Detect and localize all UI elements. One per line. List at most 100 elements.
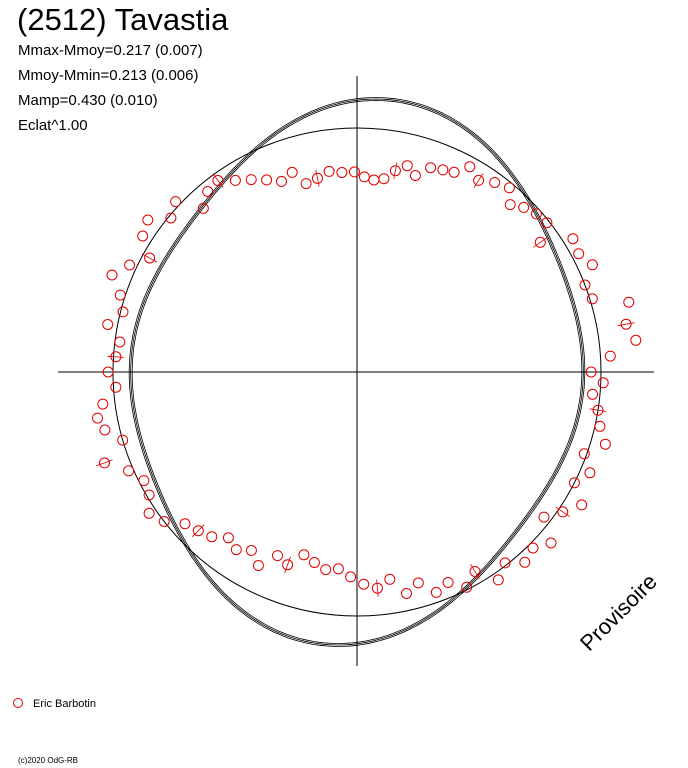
data-point <box>630 334 642 346</box>
data-point <box>206 531 218 543</box>
data-point <box>114 289 126 301</box>
data-point <box>144 252 156 264</box>
data-point <box>503 182 515 194</box>
data-point <box>230 544 242 556</box>
data-point <box>358 171 370 183</box>
copyright-label: (c)2020 OdG-RB <box>18 756 79 765</box>
data-point <box>430 586 442 598</box>
data-point <box>473 174 485 186</box>
data-point <box>252 560 264 571</box>
data-point <box>568 477 580 489</box>
data-point <box>192 525 204 537</box>
data-point <box>409 170 421 181</box>
data-point <box>245 545 257 556</box>
error-bar <box>393 162 398 180</box>
data-point <box>592 404 604 416</box>
data-point <box>158 516 170 527</box>
data-point <box>298 549 310 561</box>
error-bar <box>315 169 320 187</box>
data-point <box>518 201 530 213</box>
data-point <box>620 318 632 330</box>
data-point <box>165 212 177 224</box>
data-point <box>585 366 597 378</box>
data-point <box>124 259 136 271</box>
data-point <box>389 165 401 177</box>
stat-eclat: Eclat^1.00 <box>18 117 88 134</box>
data-point <box>117 434 129 446</box>
data-point <box>492 574 504 586</box>
data-point <box>138 475 150 487</box>
data-point <box>371 582 383 594</box>
data-point <box>99 424 111 436</box>
data-point <box>576 499 588 511</box>
data-point <box>604 350 616 362</box>
fit-curve <box>130 98 584 646</box>
error-bar <box>470 563 480 580</box>
legend-observer-label: Eric Barbotin <box>33 698 96 710</box>
data-point <box>272 550 283 562</box>
data-point <box>142 214 154 226</box>
stat-mmoy-mmin: Mmoy-Mmin=0.213 (0.006) <box>18 67 199 84</box>
error-bar <box>533 237 548 248</box>
data-point <box>368 174 380 186</box>
legend-marker-icon <box>13 698 23 708</box>
error-bar <box>473 172 484 188</box>
data-point <box>623 296 635 308</box>
error-bar <box>212 173 224 188</box>
data-point <box>504 199 516 211</box>
error-bar <box>589 408 607 412</box>
data-points <box>92 160 642 599</box>
data-point <box>586 259 598 271</box>
error-bar <box>96 459 113 467</box>
chart-title: (2512) Tavastia <box>17 2 229 37</box>
data-point <box>401 588 412 599</box>
data-point <box>469 566 481 577</box>
data-point <box>117 306 129 318</box>
data-point <box>282 559 294 571</box>
data-point <box>541 217 553 229</box>
data-point <box>137 230 149 242</box>
data-point <box>448 166 460 178</box>
data-point <box>412 577 424 589</box>
data-point <box>384 573 396 585</box>
data-point <box>358 578 370 590</box>
data-point <box>114 336 126 348</box>
error-bar <box>376 579 379 597</box>
data-point <box>437 164 449 176</box>
data-point <box>557 506 569 518</box>
data-point <box>245 174 257 186</box>
error-bar <box>555 506 571 518</box>
data-point <box>102 319 114 330</box>
data-point <box>578 448 590 460</box>
data-point <box>567 233 579 245</box>
data-point <box>332 563 344 575</box>
data-point <box>261 174 273 186</box>
data-point <box>489 177 501 188</box>
data-point <box>99 457 110 469</box>
data-point <box>212 175 224 186</box>
data-point <box>579 279 591 291</box>
error-bar <box>141 253 158 263</box>
data-point <box>143 507 155 519</box>
data-point <box>378 173 390 185</box>
data-point <box>527 542 539 554</box>
error-bar <box>107 355 125 358</box>
data-point <box>597 377 609 389</box>
data-point <box>323 165 335 177</box>
data-point <box>312 172 323 184</box>
data-point <box>464 161 476 173</box>
data-point <box>106 269 118 281</box>
data-point <box>286 166 298 178</box>
data-point <box>92 412 103 424</box>
data-point <box>573 248 585 260</box>
data-point <box>229 174 241 186</box>
data-point <box>401 160 413 172</box>
data-point <box>276 175 287 187</box>
data-point <box>499 557 511 569</box>
data-point <box>320 564 332 576</box>
data-point <box>143 489 155 501</box>
data-point <box>123 465 135 477</box>
data-point <box>202 186 214 197</box>
data-point <box>461 581 473 593</box>
